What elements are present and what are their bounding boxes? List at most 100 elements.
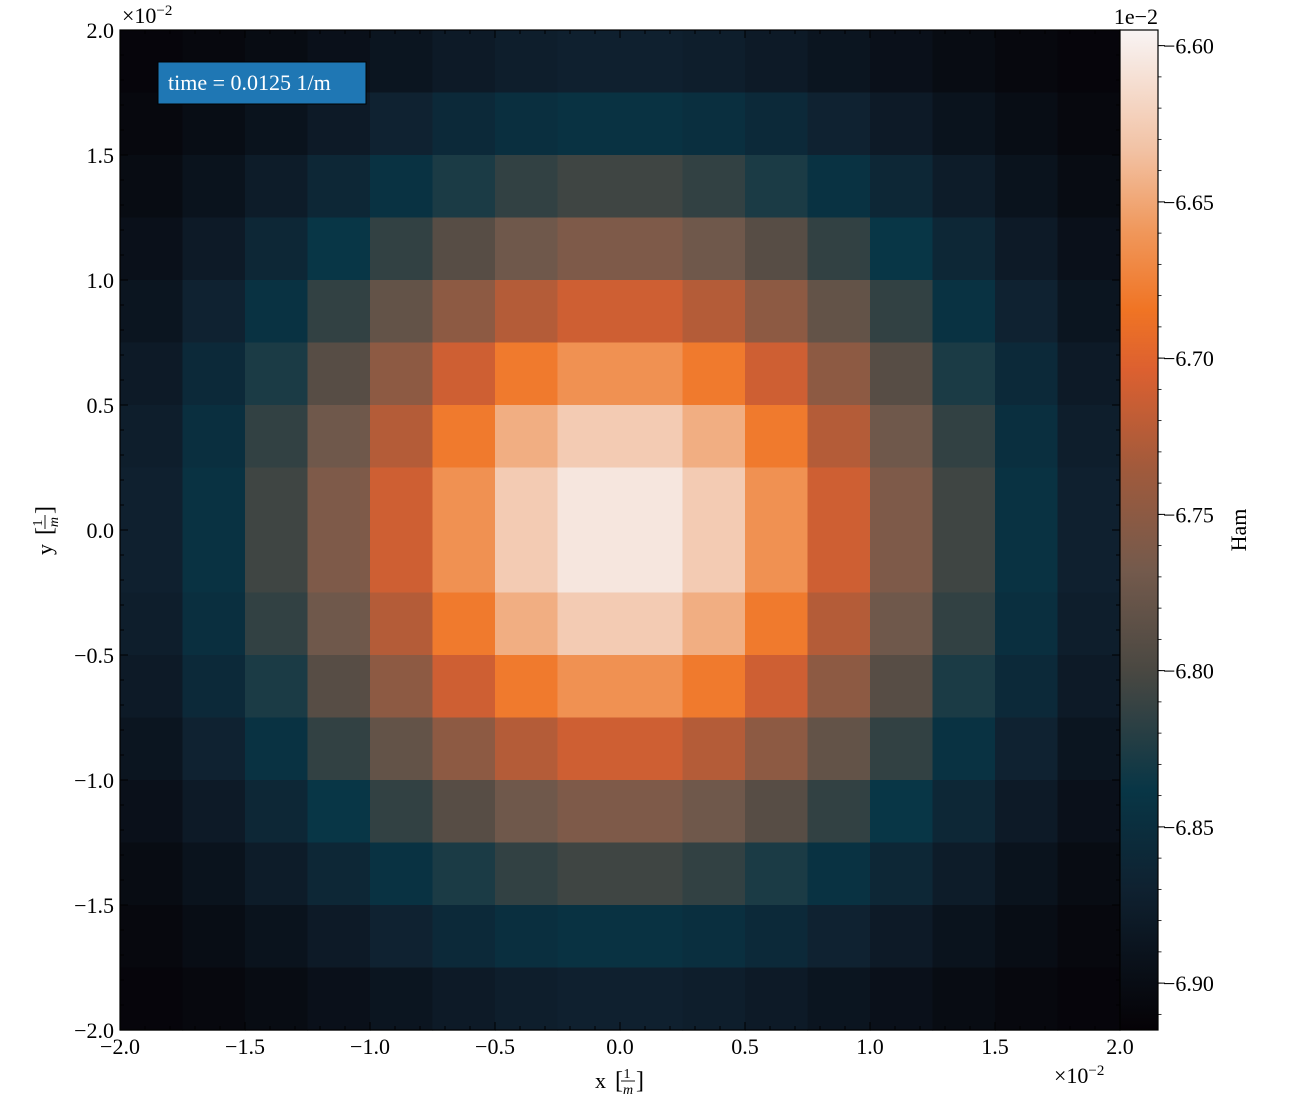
heatmap-cell [120,530,184,594]
heatmap-cell [620,280,684,344]
x-tick-label: −0.5 [475,1034,515,1059]
colorbar-tick-label: −6.60 [1163,34,1214,59]
x-tick-label: −1.0 [350,1034,390,1059]
heatmap-cell [307,342,371,406]
heatmap-cell [557,280,621,344]
heatmap-cell [932,780,996,844]
heatmap-cell [1057,217,1121,281]
heatmap-cell [182,905,246,969]
heatmap-cell [1057,92,1121,156]
heatmap-cell [557,30,621,94]
heatmap-cell [495,92,559,156]
heatmap-cell [370,92,434,156]
heatmap-cell [620,780,684,844]
heatmap-cell [932,30,996,94]
heatmap-cell [120,905,184,969]
y-offset-text: ×10−2 [122,3,172,28]
heatmap-cell [682,467,746,531]
heatmap-cell [995,405,1059,469]
heatmap-cells [120,30,1121,1031]
heatmap-cell [807,905,871,969]
heatmap-cell [682,92,746,156]
svg-text:1: 1 [624,1067,631,1082]
heatmap-cell [995,217,1059,281]
heatmap-cell [932,967,996,1031]
heatmap-cell [932,92,996,156]
heatmap-cell [120,280,184,344]
y-tick-labels: −2.0 −1.5 −1.0 −0.5 0.0 0.5 1.0 1.5 2.0 [74,18,114,1043]
heatmap-cell [1057,967,1121,1031]
heatmap-cell [370,655,434,719]
heatmap-cell [995,780,1059,844]
heatmap-cell [807,92,871,156]
heatmap-cell [995,717,1059,781]
heatmap-cell [557,967,621,1031]
heatmap-cell [870,717,934,781]
heatmap-cell [932,280,996,344]
heatmap-cell [807,405,871,469]
heatmap-cell [557,405,621,469]
heatmap-cell [620,905,684,969]
heatmap-cell [307,717,371,781]
heatmap-cell [432,92,496,156]
colorbar-label: Ham [1226,509,1251,552]
heatmap-cell [870,530,934,594]
heatmap-cell [557,467,621,531]
heatmap-cell [870,467,934,531]
heatmap-cell [995,92,1059,156]
heatmap-cell [745,30,809,94]
heatmap-cell [682,530,746,594]
y-tick-label: −1.5 [74,893,114,918]
heatmap-cell [870,780,934,844]
heatmap-cell [745,592,809,656]
heatmap-cell [1057,467,1121,531]
heatmap-cell [245,592,309,656]
heatmap-cell [620,592,684,656]
heatmap-cell [245,655,309,719]
heatmap-cell [182,842,246,906]
heatmap-cell [182,217,246,281]
heatmap-cell [307,967,371,1031]
heatmap-cell [432,905,496,969]
heatmap-cell [557,717,621,781]
heatmap-cell [995,592,1059,656]
heatmap-cell [620,92,684,156]
heatmap-cell [932,342,996,406]
y-tick-label: 2.0 [87,18,115,43]
axis-ticks [119,29,1121,1031]
heatmap-cell [870,592,934,656]
heatmap-cell [807,217,871,281]
heatmap-cell [307,905,371,969]
heatmap-cell [370,592,434,656]
heatmap-cell [432,655,496,719]
heatmap-cell [495,592,559,656]
heatmap-cell [682,717,746,781]
heatmap-cell [370,30,434,94]
svg-text:y: y [32,544,57,555]
colorbar-tick-label: −6.80 [1163,659,1214,684]
heatmap-cell [1057,342,1121,406]
heatmap-cell [807,592,871,656]
heatmap-cell [495,967,559,1031]
heatmap-cell [995,155,1059,219]
heatmap-cell [1057,530,1121,594]
heatmap-cell [1057,842,1121,906]
heatmap-cell [495,342,559,406]
heatmap-cell [495,530,559,594]
y-tick-label: 0.5 [87,393,115,418]
heatmap-cell [245,780,309,844]
heatmap-cell [932,217,996,281]
heatmap-cell [620,155,684,219]
heatmap-cell [932,905,996,969]
heatmap-cell [745,280,809,344]
heatmap-cell [182,655,246,719]
svg-text:m: m [623,1083,633,1098]
heatmap-cell [307,155,371,219]
heatmap-cell [432,155,496,219]
heatmap-cell [682,30,746,94]
heatmap-cell [745,405,809,469]
heatmap-cell [682,217,746,281]
heatmap-cell [182,342,246,406]
time-annotation: time = 0.0125 1/m [157,61,367,105]
heatmap-cell [807,967,871,1031]
